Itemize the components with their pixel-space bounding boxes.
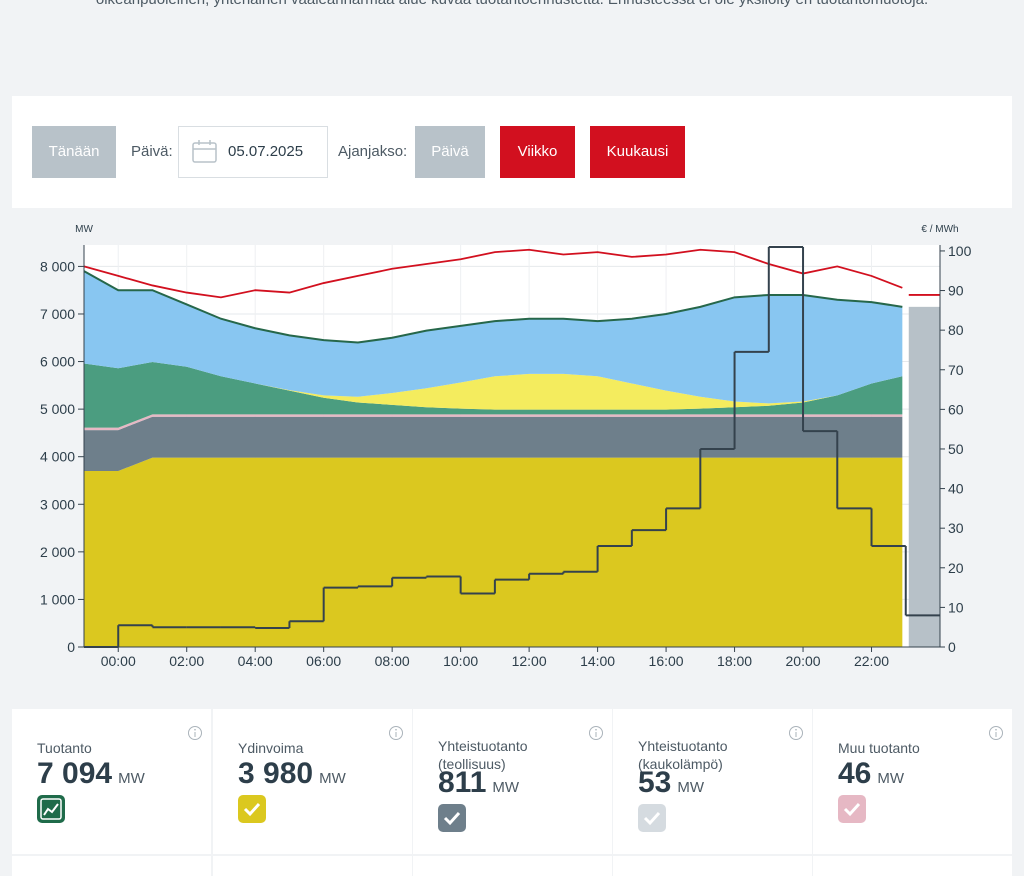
area bbox=[84, 362, 903, 428]
card-icon bbox=[438, 804, 466, 832]
card-icon bbox=[838, 795, 866, 823]
card: Muu tuotanto 46 MW bbox=[813, 709, 1012, 854]
x-tick-label: 02:00 bbox=[169, 653, 204, 669]
card bbox=[413, 856, 612, 876]
card bbox=[213, 856, 412, 876]
y-tick-label: 5 000 bbox=[40, 401, 75, 417]
date-value: 05.07.2025 bbox=[228, 143, 304, 160]
x-tick-label: 20:00 bbox=[786, 653, 821, 669]
card: Ydinvoima 3 980 MW bbox=[213, 709, 412, 854]
x-tick-label: 00:00 bbox=[101, 653, 136, 669]
card-unit: MW bbox=[877, 770, 905, 787]
y-tick-label: 2 000 bbox=[40, 544, 75, 560]
period-label: Ajanjakso: bbox=[338, 143, 408, 160]
y2-tick-label: 50 bbox=[948, 441, 964, 457]
y-tick-label: 6 000 bbox=[40, 354, 75, 370]
card-title: Yhteistuotanto (teollisuus) bbox=[438, 738, 528, 772]
card-title: Yhteistuotanto (kaukolämpö) bbox=[638, 738, 728, 772]
card: Yhteistuotanto (teollisuus) 811 MW bbox=[413, 709, 612, 854]
x-tick-label: 22:00 bbox=[854, 653, 889, 669]
y2-tick-label: 10 bbox=[948, 599, 964, 615]
date-label: Päivä: bbox=[131, 143, 173, 160]
y2-tick-label: 90 bbox=[948, 283, 964, 299]
card-icon bbox=[638, 804, 666, 832]
card-unit: MW bbox=[319, 770, 346, 787]
y-tick-label: 0 bbox=[67, 639, 75, 655]
x-tick-label: 06:00 bbox=[306, 653, 341, 669]
intro-text: oikeanpuoleinen, yhtenäinen vaaleanharma… bbox=[0, 0, 1024, 8]
area bbox=[84, 271, 903, 404]
card-value: 46 bbox=[838, 757, 872, 790]
card-icon bbox=[238, 795, 266, 823]
x-tick-label: 08:00 bbox=[375, 653, 410, 669]
calendar-icon bbox=[192, 140, 217, 163]
y2-tick-label: 40 bbox=[948, 481, 964, 497]
card-value: 53 bbox=[638, 766, 672, 799]
card-unit: MW bbox=[492, 779, 520, 796]
y-axis-label: MW bbox=[75, 224, 93, 235]
card bbox=[12, 856, 211, 876]
y2-tick-label: 0 bbox=[948, 639, 956, 655]
x-tick-label: 12:00 bbox=[512, 653, 547, 669]
card bbox=[613, 856, 812, 876]
y2-axis-label: € / MWh bbox=[921, 224, 958, 235]
card-value: 3 980 bbox=[238, 757, 314, 790]
y2-tick-label: 30 bbox=[948, 520, 964, 536]
card: Tuotanto 7 094 MW bbox=[12, 709, 211, 854]
card-value: 811 bbox=[438, 766, 487, 799]
date-input[interactable]: 05.07.2025 bbox=[178, 126, 328, 178]
info-icon[interactable] bbox=[388, 725, 404, 741]
card-title: Ydinvoima bbox=[238, 740, 304, 756]
y2-tick-label: 70 bbox=[948, 362, 964, 378]
chart-area: 0 1 000 2 000 3 000 4 000 5 000 6 000 7 000 8 00… bbox=[12, 208, 1012, 708]
card-title: Muu tuotanto bbox=[838, 740, 920, 756]
x-tick-label: 10:00 bbox=[443, 653, 478, 669]
period-day[interactable]: Päivä bbox=[415, 126, 485, 178]
y-tick-label: 7 000 bbox=[40, 306, 75, 322]
period-month[interactable]: Kuukausi bbox=[590, 126, 685, 178]
period-week[interactable]: Viikko bbox=[500, 126, 575, 178]
today-button[interactable]: Tänään bbox=[32, 126, 116, 178]
info-icon[interactable] bbox=[187, 725, 203, 741]
info-icon[interactable] bbox=[788, 725, 804, 741]
y2-tick-label: 80 bbox=[948, 322, 964, 338]
card-value: 7 094 bbox=[37, 757, 113, 790]
area bbox=[84, 362, 903, 410]
y2-tick-label: 100 bbox=[948, 243, 972, 259]
x-tick-label: 14:00 bbox=[580, 653, 615, 669]
x-tick-label: 04:00 bbox=[238, 653, 273, 669]
card-title: Tuotanto bbox=[37, 740, 92, 756]
x-tick-label: 18:00 bbox=[717, 653, 752, 669]
info-icon[interactable] bbox=[588, 725, 604, 741]
area bbox=[84, 457, 903, 647]
y-tick-label: 8 000 bbox=[40, 258, 75, 274]
card-unit: MW bbox=[118, 770, 145, 787]
card bbox=[813, 856, 1012, 876]
info-icon[interactable] bbox=[988, 725, 1004, 741]
y-tick-label: 3 000 bbox=[40, 496, 75, 512]
y-tick-label: 4 000 bbox=[40, 449, 75, 465]
x-tick-label: 16:00 bbox=[649, 653, 684, 669]
y2-tick-label: 60 bbox=[948, 401, 964, 417]
area bbox=[84, 414, 903, 431]
card-unit: MW bbox=[677, 779, 705, 796]
card-icon bbox=[37, 795, 65, 823]
card: Yhteistuotanto (kaukolämpö) 53 MW bbox=[613, 709, 812, 854]
y-tick-label: 1 000 bbox=[40, 591, 75, 607]
area bbox=[84, 416, 903, 471]
chart: 0 1 000 2 000 3 000 4 000 5 000 6 000 7 000 8 00… bbox=[40, 224, 972, 669]
forecast-area bbox=[908, 306, 940, 647]
controls: Tänään Päivä: 05.07.2025 Ajanjakso: Päiv… bbox=[12, 96, 1012, 208]
y2-tick-label: 20 bbox=[948, 560, 964, 576]
